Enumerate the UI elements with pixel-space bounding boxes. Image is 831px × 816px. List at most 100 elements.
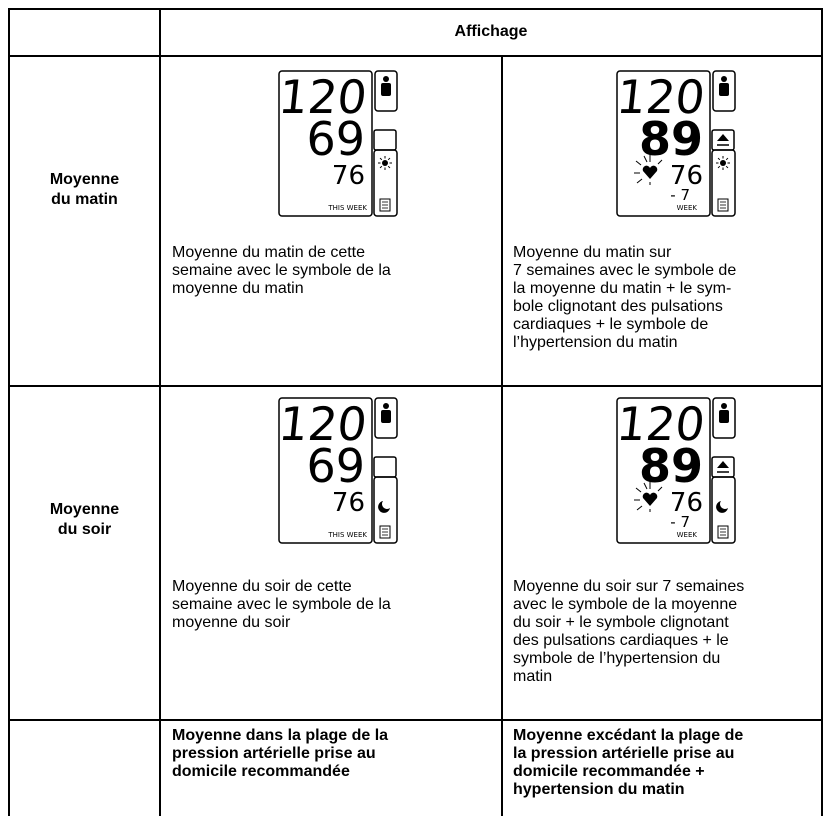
caption-line: semaine avec le symbole de la [172,262,391,279]
sun-ray [717,165,721,169]
period: WEEK [677,204,698,212]
pulse: 76 [670,161,703,191]
diastolic: 69 [306,439,365,493]
row-label: Moyenne [49,171,120,188]
user-body [719,410,729,423]
footer-line: Moyenne excédant la plage de [513,727,744,744]
caption-line: cardiaques + le symbole de [513,316,709,333]
lcd-frame [278,70,373,217]
lcd-frame [616,397,711,544]
pulse: 76 [670,488,703,518]
border [8,8,823,10]
user-head [721,403,727,409]
row-label: du matin [51,191,118,208]
period-box [711,476,736,544]
heart-ray [636,178,643,184]
user-box [374,397,398,439]
diastolic: 69 [306,112,365,166]
systolic: 120 [276,397,369,451]
border [8,8,10,816]
footer-line: domicile recommandée [172,763,350,780]
moon-icon [378,501,390,513]
caption-line: Moyenne du matin sur [513,244,672,261]
user-head [721,76,727,82]
indicator-box [373,129,397,151]
lcd-frame [278,397,373,544]
note-icon [379,525,391,539]
sun-icon [720,160,726,166]
caption-line: Moyenne du matin de cette [172,244,366,261]
period-box [373,476,398,544]
sun-ray [725,165,729,169]
caption-line: avec le symbole de la moyenne [513,596,738,613]
border [159,8,161,816]
caption-line: moyenne du soir [172,614,291,631]
lcd-frame [616,70,711,217]
sun-ray [717,157,721,161]
diastolic: 89 [639,439,703,493]
caption-line: la moyenne du matin + le sym- [513,280,732,297]
systolic: 120 [614,70,707,124]
sun-ray [725,157,729,161]
user-body [381,83,391,96]
caption-line: l’hypertension du matin [513,334,678,351]
sun-ray [379,157,383,161]
diastolic: 89 [639,112,703,166]
heart-ray [636,505,643,511]
caption-line: 7 semaines avec le symbole de [513,262,737,279]
systolic: 120 [614,397,707,451]
caption-line: des pulsations cardiaques + le [513,632,729,649]
footer-line: domicile recommandée + [513,763,705,780]
pulse: 76 [332,161,365,191]
heart-icon [642,165,658,179]
sun-ray [387,165,391,169]
period: THIS WEEK [327,531,367,539]
systolic: 120 [276,70,369,124]
header-title: Affichage [454,23,528,40]
period-box [373,149,398,217]
user-box [712,397,736,439]
caption-line: semaine avec le symbole de la [172,596,391,613]
heart-ray [657,486,663,492]
border [8,55,823,57]
row-label: Moyenne [49,501,120,518]
sun-icon [382,160,388,166]
footer-line: Moyenne dans la plage de la [172,727,389,744]
moon-icon [716,501,728,513]
week-number: - 7 [670,186,690,204]
heart-ray [643,155,648,163]
period: WEEK [677,531,698,539]
heart-icon [642,492,658,506]
row-label: du soir [57,521,112,538]
caption-line: Moyenne du soir de cette [172,578,352,595]
user-body [381,410,391,423]
caption-line: Moyenne du soir sur 7 semaines [513,578,745,595]
heart-ray [635,487,642,493]
heart-ray [635,160,642,166]
heart-ray [657,159,663,165]
user-head [383,76,389,82]
indicator-box [373,456,397,478]
caption-line: bole clignotant des pulsations [513,298,723,315]
user-head [383,403,389,409]
border [501,55,503,816]
caption-line: symbole de l’hypertension du [513,650,721,667]
caption-line: du soir + le symbole clignotant [513,614,729,631]
arrow-icon [717,461,729,468]
user-body [719,83,729,96]
border [8,385,823,387]
border [821,8,823,816]
sun-ray [387,157,391,161]
period-box [711,149,736,217]
border [8,719,823,721]
user-box [374,70,398,112]
pulse: 76 [332,488,365,518]
user-box [712,70,736,112]
footer-line: hypertension du matin [513,781,685,798]
note-icon [379,198,391,212]
note-icon [717,525,729,539]
